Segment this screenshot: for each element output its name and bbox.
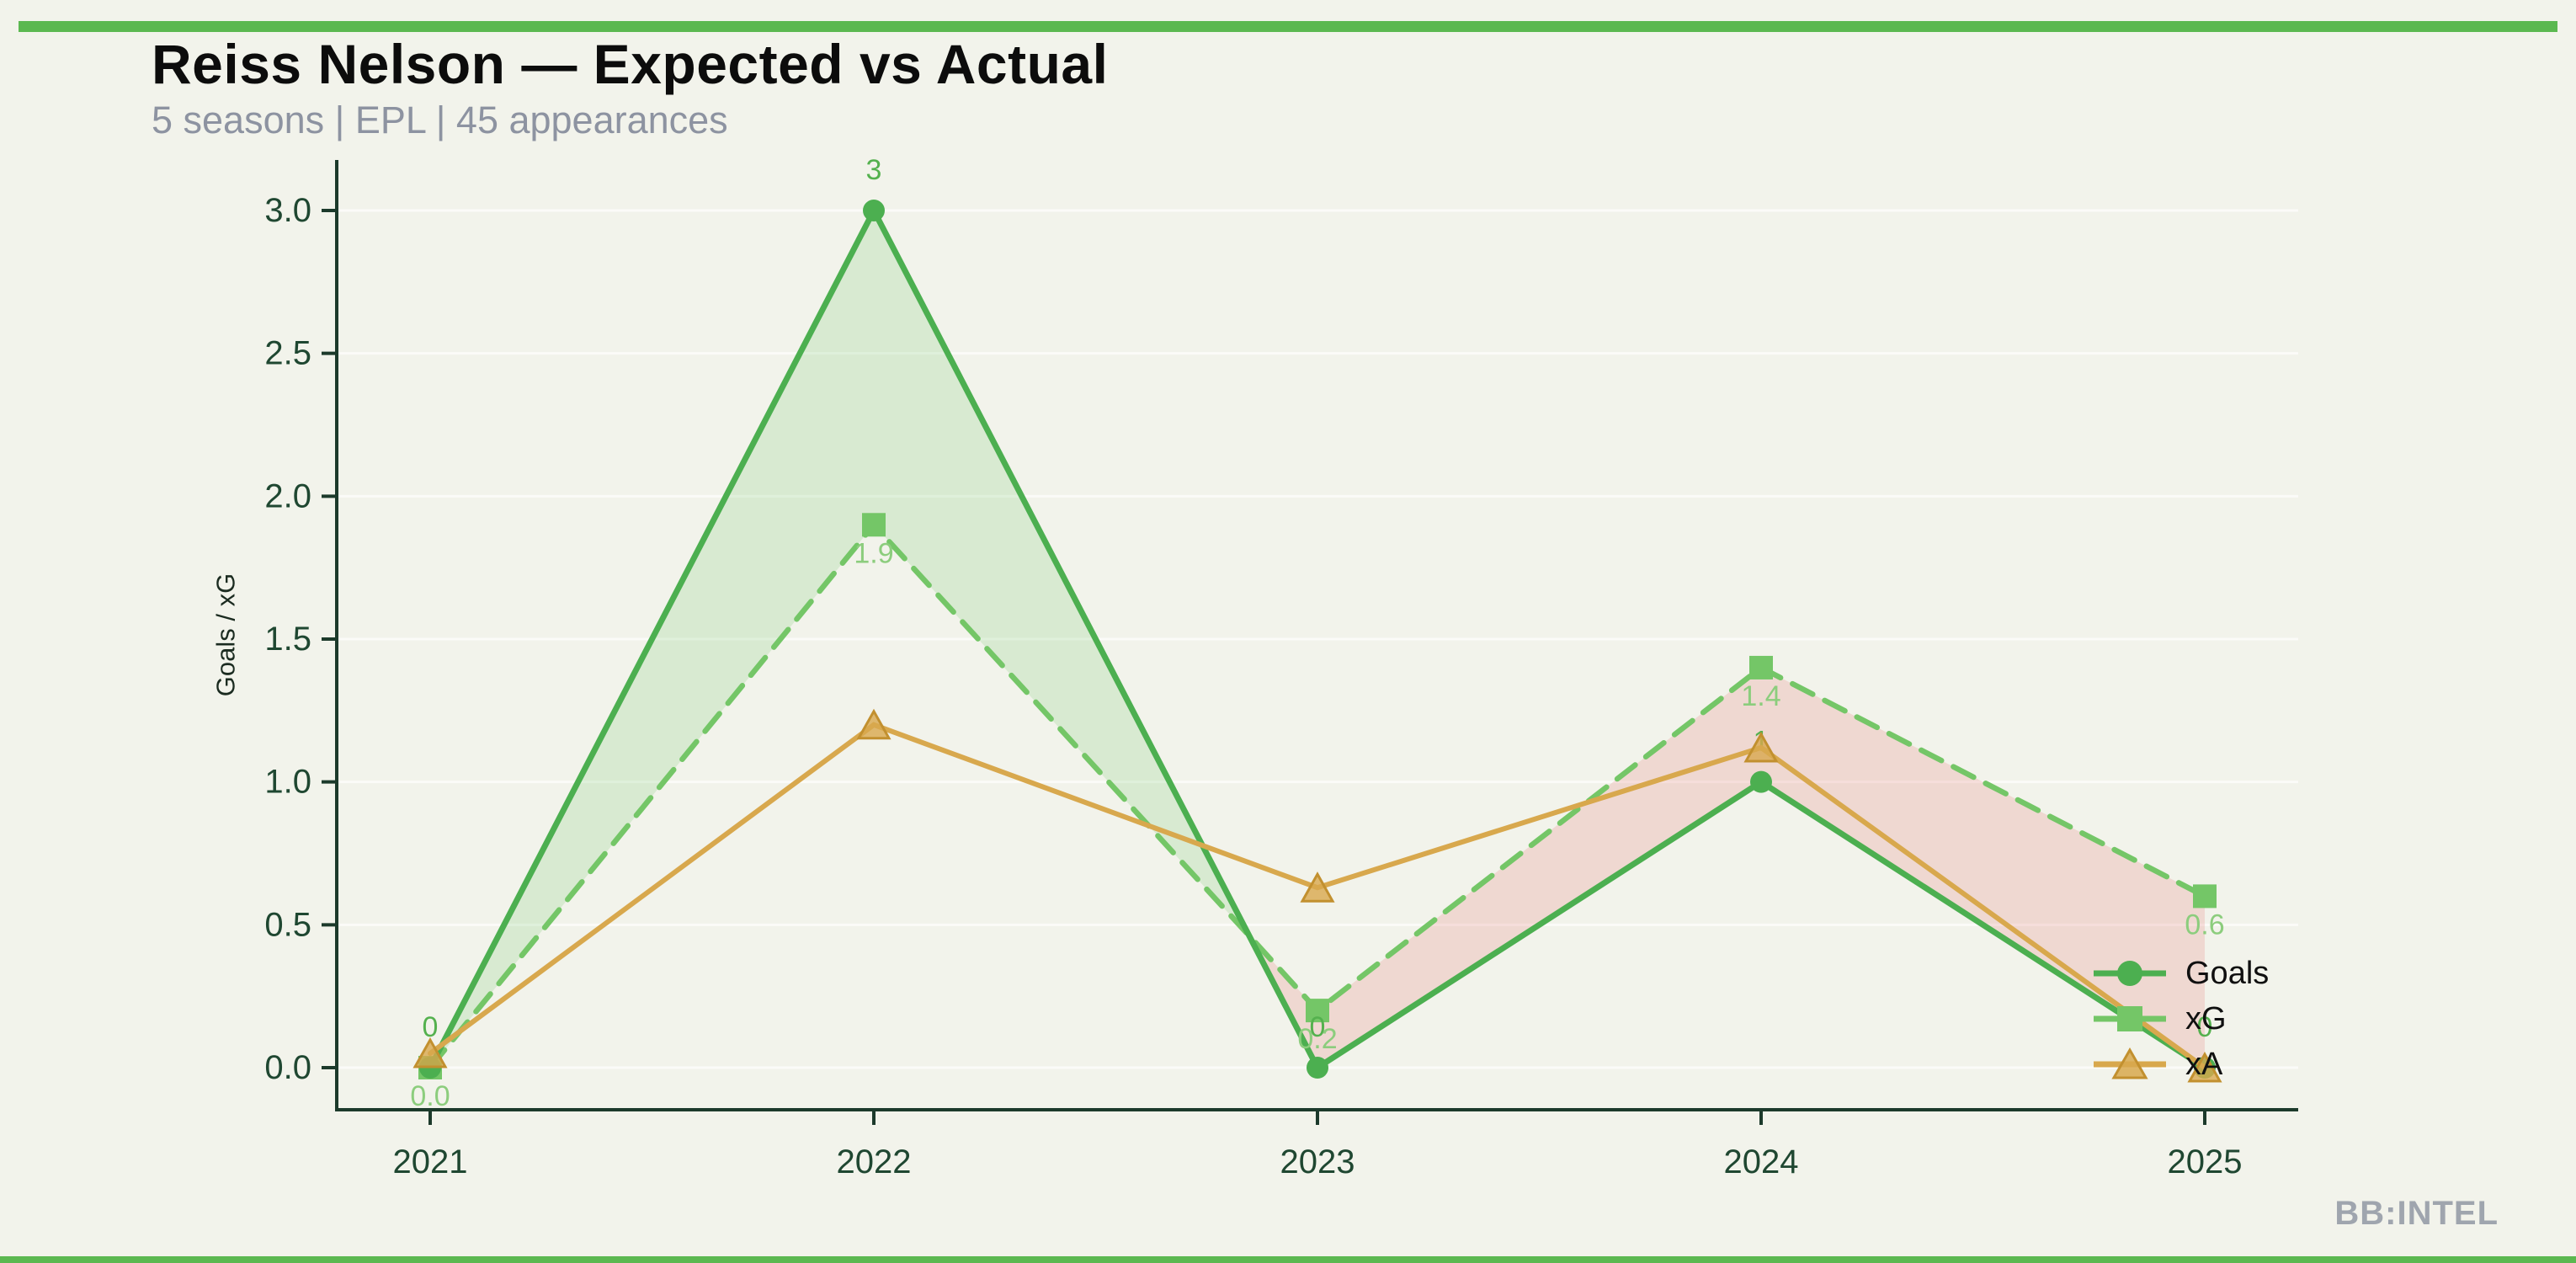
legend-label-goals: Goals — [2185, 956, 2269, 991]
goals-value-label-2022: 3 — [866, 154, 882, 186]
y-tick-label-0.0: 0.0 — [264, 1049, 311, 1086]
xg-value-label-2024: 1.4 — [1741, 680, 1780, 712]
y-tick-label-2.0: 2.0 — [264, 477, 311, 514]
xa-marker-2024 — [1743, 731, 1779, 763]
x-tick-label-2024: 2024 — [1724, 1143, 1799, 1180]
xa-marker-2022 — [856, 708, 891, 740]
legend-label-xa: xA — [2185, 1047, 2223, 1082]
x-tick-label-2022: 2022 — [837, 1143, 912, 1180]
xa-marker-2023 — [1300, 871, 1335, 903]
x-tick-label-2025: 2025 — [2168, 1143, 2243, 1180]
xg-marker-2025 — [2193, 884, 2217, 909]
goals-value-label-2021: 0 — [423, 1011, 439, 1043]
legend-xa-marker — [2111, 1047, 2148, 1079]
xg-value-label-2023: 0.2 — [1297, 1023, 1337, 1055]
y-tick-label-0.5: 0.5 — [264, 906, 311, 943]
fill-region-1 — [1248, 667, 2205, 1068]
y-axis-label: Goals / xG — [211, 573, 241, 696]
fill-region-0 — [430, 210, 1249, 1068]
legend-goals-marker — [2117, 961, 2142, 986]
x-tick-label-2021: 2021 — [393, 1143, 468, 1180]
goals-value-label-2025: 0 — [2197, 1011, 2213, 1043]
y-tick-label-2.5: 2.5 — [264, 335, 311, 372]
legend-xg-marker — [2117, 1006, 2142, 1031]
page-title: Reiss Nelson — Expected vs Actual — [152, 33, 1109, 95]
bottom-accent-bar — [0, 1256, 2576, 1263]
legend-label-xg: xG — [2185, 1001, 2227, 1037]
xg-marker-2023 — [1306, 999, 1329, 1023]
xg-marker-2022 — [862, 513, 886, 537]
y-tick-label-1.0: 1.0 — [264, 764, 311, 801]
xa-marker-2025 — [2187, 1051, 2222, 1083]
page-subtitle: 5 seasons | EPL | 45 appearances — [152, 99, 728, 142]
xg-marker-2024 — [1749, 655, 1773, 679]
goals-marker-2024 — [1750, 770, 1772, 793]
xg-value-label-2025: 0.6 — [2185, 909, 2224, 941]
axis-spines — [335, 160, 2298, 1111]
goals-marker-2022 — [863, 200, 885, 222]
xa-marker-2021 — [412, 1037, 448, 1068]
y-tick-label-3.0: 3.0 — [264, 192, 311, 229]
goals-marker-2023 — [1307, 1057, 1328, 1079]
xg-value-label-2022: 1.9 — [854, 537, 893, 569]
watermark-logo: BB:INTEL — [2334, 1195, 2499, 1232]
x-tick-label-2023: 2023 — [1280, 1143, 1355, 1180]
goals-value-label-2023: 0 — [1310, 1011, 1326, 1043]
top-accent-bar — [19, 21, 2557, 32]
y-tick-label-1.5: 1.5 — [264, 621, 311, 658]
xg-value-label-2021: 0.0 — [410, 1080, 450, 1112]
chart-header: Reiss Nelson — Expected vs Actual 5 seas… — [152, 35, 1108, 142]
